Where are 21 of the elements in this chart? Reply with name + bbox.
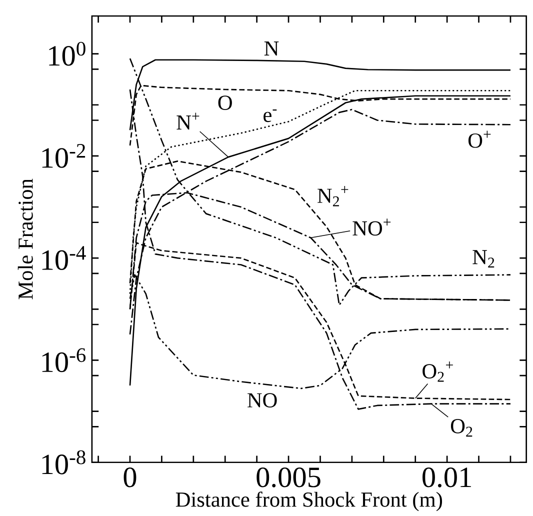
annotation: NO bbox=[248, 393, 277, 408]
x-tick-label: 0.005 bbox=[256, 468, 320, 488]
annotation: NO$^{+}$ bbox=[352, 218, 391, 236]
annotation: N$_{2}$+ bbox=[318, 186, 348, 206]
x-axis-title: Distance from Shock Front (m) bbox=[176, 492, 442, 512]
y-tick-label: 10$^{-8}$ bbox=[42, 450, 86, 475]
y-axis-title: Mole Fraction bbox=[18, 178, 33, 300]
annotation: O$^{+}$ bbox=[468, 130, 491, 148]
y-tick-label: 10$^{-4}$ bbox=[42, 246, 86, 270]
y-tick-label: 10$^{0}$ bbox=[49, 42, 86, 66]
annotation: O$_{2}$ bbox=[450, 419, 472, 437]
annotation: N$_{2}$ bbox=[472, 250, 494, 268]
annotation: O$_{2}$+ bbox=[422, 362, 453, 382]
y-tick-label: 10$^{-2}$ bbox=[42, 144, 86, 168]
annotation: O bbox=[218, 96, 232, 110]
annotation: N$^{+}$ bbox=[176, 112, 200, 130]
x-tick-label: 0.01 bbox=[422, 468, 471, 488]
x-tick-label: 0 bbox=[124, 468, 136, 488]
annotation: N bbox=[264, 42, 279, 56]
y-tick-label: 10$^{-6}$ bbox=[42, 348, 86, 372]
annotation: e$^{-}$ bbox=[264, 110, 277, 122]
